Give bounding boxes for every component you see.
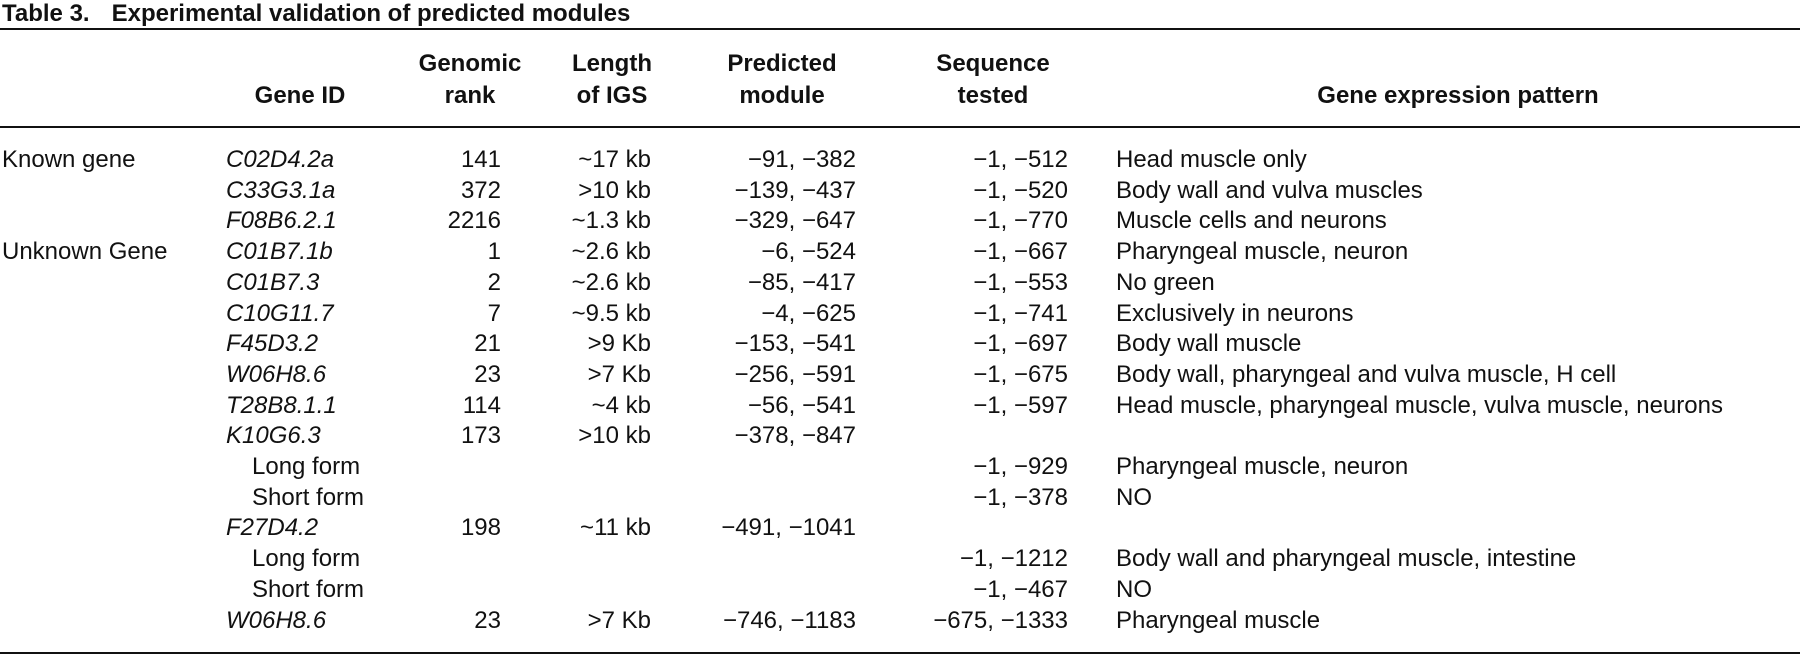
table-cell: −1, −553	[973, 268, 1068, 296]
table-cell: W06H8.6	[226, 606, 327, 634]
table-cell: −4, −625	[761, 299, 856, 327]
table-cell: C10G11.7	[226, 299, 334, 327]
table-cell: −85, −417	[747, 268, 856, 296]
table-cell: −1, −667	[973, 238, 1068, 266]
column-header: Genomic rank	[418, 50, 522, 109]
table-cell: K10G6.3	[226, 422, 321, 450]
table-cell: W06H8.6	[226, 360, 327, 388]
table-cell: C01B7.3	[226, 268, 320, 296]
table-cell: −153, −541	[734, 330, 856, 358]
table-cell: Pharyngeal muscle, neuron	[1116, 453, 1409, 480]
table-cell: Body wall and pharyngeal muscle, intesti…	[1116, 545, 1577, 573]
table-cell: −491, −1041	[721, 514, 856, 542]
table-cell: 173	[460, 422, 501, 450]
table-cell: NO	[1116, 575, 1152, 603]
table-cell: −1, −467	[973, 575, 1068, 603]
table-cell: −139, −437	[734, 176, 856, 204]
table-cell: −256, −591	[734, 360, 856, 388]
table-cell: −1, −512	[973, 146, 1068, 173]
table-cell: −746, −1183	[722, 606, 856, 634]
table-cell: Exclusively in neurons	[1116, 299, 1354, 327]
table-cell: ~9.5 kb	[571, 299, 651, 327]
table-cell: No green	[1116, 268, 1215, 296]
table-cell: Head muscle, pharyngeal muscle, vulva mu…	[1116, 391, 1723, 419]
table-cell: Short form	[252, 483, 365, 511]
table-cell: F08B6.2.1	[226, 207, 337, 235]
table-cell: 23	[474, 360, 501, 388]
table-cell: Long form	[252, 453, 361, 480]
table-cell: −56, −541	[747, 391, 856, 419]
table-cell: F27D4.2	[226, 514, 319, 542]
rule	[0, 126, 1800, 128]
column-header: Length of IGS	[572, 50, 652, 109]
table-cell: −329, −647	[734, 207, 856, 235]
table-cell: C01B7.1b	[226, 238, 333, 266]
table-cell: ~1.3 kb	[571, 207, 651, 235]
table-cell: −1, −929	[973, 453, 1068, 480]
column-header: Predicted module	[727, 50, 837, 109]
rule	[0, 652, 1800, 654]
table-cell: Short form	[252, 575, 365, 603]
table-caption: Experimental validation of predicted mod…	[111, 0, 631, 27]
table-cell: −1, −675	[973, 360, 1068, 388]
table-cell: −378, −847	[734, 422, 856, 450]
table-title: Table 3. Experimental validation of predi…	[2, 0, 630, 28]
table-cell: 141	[460, 146, 501, 173]
table-cell: −675, −1333	[933, 606, 1068, 634]
table-cell: C33G3.1a	[226, 176, 336, 204]
table-cell: −1, −741	[973, 299, 1068, 327]
table-cell: Pharyngeal muscle	[1116, 606, 1321, 634]
table-cell: −1, −597	[973, 391, 1068, 419]
column-header: Gene expression pattern	[1317, 82, 1599, 109]
table-cell: Long form	[252, 545, 361, 573]
table-cell: −1, −378	[973, 483, 1068, 511]
table-cell: Unknown Gene	[2, 238, 168, 266]
table-cell: ~2.6 kb	[571, 268, 651, 296]
table-cell: 2	[487, 268, 501, 296]
table-cell: Body wall and vulva muscles	[1116, 176, 1423, 204]
table-cell: >7 Kb	[587, 360, 651, 388]
table-cell: −91, −382	[747, 146, 856, 173]
table-cell: C02D4.2a	[226, 146, 335, 173]
table-cell: 1	[487, 238, 501, 266]
table-cell: −6, −524	[761, 238, 856, 266]
table-cell: 7	[487, 299, 501, 327]
table-cell: ~11 kb	[580, 514, 651, 542]
table-cell: −1, −770	[973, 207, 1068, 235]
table-cell: >10 kb	[578, 422, 651, 450]
table-cell: 198	[460, 514, 501, 542]
table-cell: 114	[462, 391, 501, 419]
table-cell: F45D3.2	[226, 330, 319, 358]
table-cell: 21	[474, 330, 501, 358]
column-header: Gene ID	[254, 82, 346, 109]
table-cell: Body wall, pharyngeal and vulva muscle, …	[1116, 360, 1617, 388]
table-cell: >7 Kb	[587, 606, 651, 634]
table-cell: T28B8.1.1	[226, 391, 337, 419]
table-cell: NO	[1116, 483, 1152, 511]
table-cell: ~4 kb	[591, 391, 651, 419]
table-cell: Head muscle only	[1116, 146, 1307, 173]
table-cell: ~2.6 kb	[571, 238, 651, 266]
table-cell: −1, −1212	[959, 545, 1068, 573]
column-header: Sequence tested	[936, 50, 1050, 109]
table-cell: Body wall muscle	[1116, 330, 1302, 358]
table-cell: 23	[474, 606, 501, 634]
rule	[0, 28, 1800, 30]
table-cell: 2216	[447, 207, 501, 235]
table-cell: Pharyngeal muscle, neuron	[1116, 238, 1409, 266]
table-cell: −1, −697	[973, 330, 1068, 358]
table-label: Table 3.	[2, 0, 90, 27]
table-cell: Known gene	[2, 146, 136, 173]
table-cell: 372	[460, 176, 501, 204]
table-cell: −1, −520	[973, 176, 1068, 204]
table-cell: >9 Kb	[587, 330, 651, 358]
table-cell: >10 kb	[578, 176, 651, 204]
table-cell: Muscle cells and neurons	[1116, 207, 1387, 235]
table-cell: ~17 kb	[578, 146, 651, 173]
